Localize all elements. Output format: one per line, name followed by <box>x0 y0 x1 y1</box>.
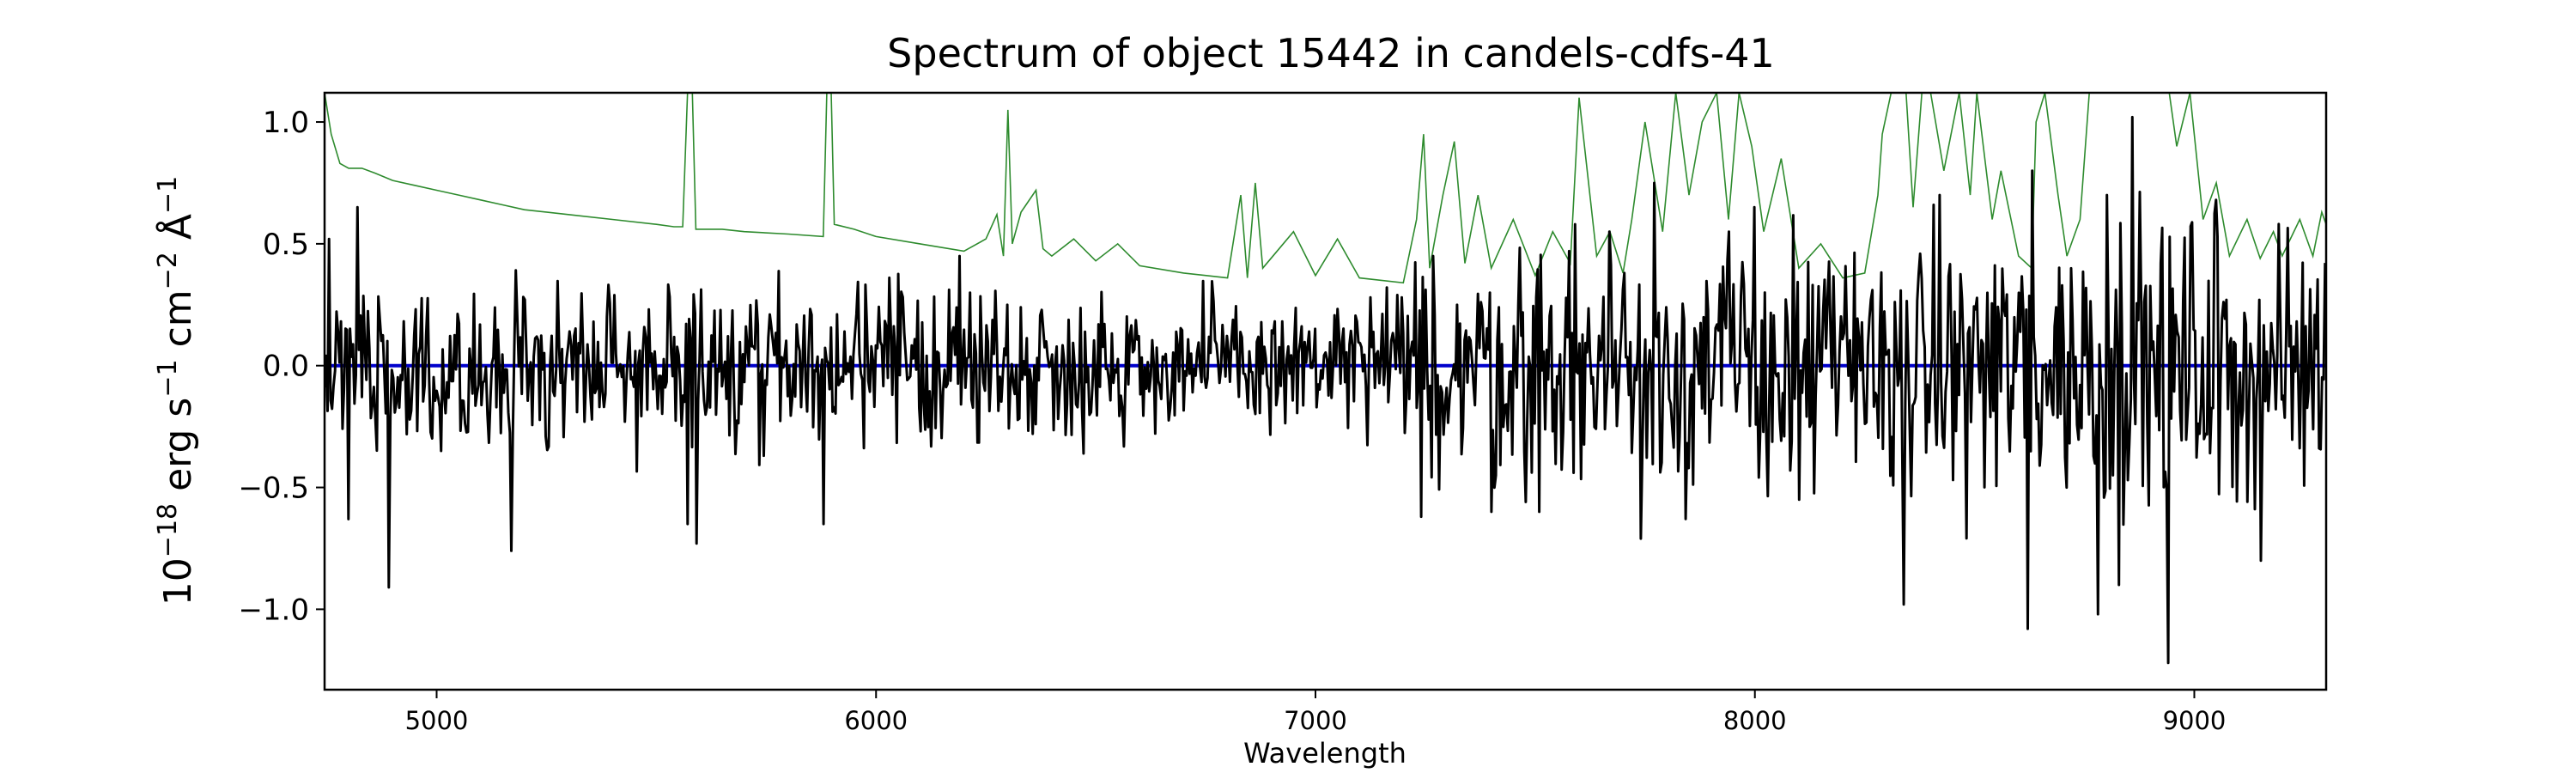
y-axis-label-part1: erg s <box>156 398 200 503</box>
y-tick-label: 0.5 <box>263 228 309 262</box>
x-tick-label: 7000 <box>1284 706 1347 735</box>
x-axis: 5000 6000 7000 8000 9000 <box>405 690 2227 735</box>
axes-frame <box>323 91 2328 691</box>
y-axis-label-exp2: −1 <box>153 359 183 397</box>
y-axis-label-exp4: −1 <box>153 176 183 214</box>
y-axis-label-part2: cm <box>156 289 200 359</box>
flux-spectrum-line <box>325 115 2326 665</box>
x-tick-label: 5000 <box>405 706 469 735</box>
chart-title: Spectrum of object 15442 in candels-cdfs… <box>887 30 1775 76</box>
x-tick-label: 9000 <box>2163 706 2227 735</box>
y-tick-label: 0.0 <box>263 350 309 384</box>
x-axis-label: Wavelength <box>1243 737 1406 770</box>
y-axis-label-part3: Å <box>155 214 200 252</box>
plot-area <box>325 93 2326 665</box>
y-tick-label: −0.5 <box>238 472 309 506</box>
x-tick-label: 6000 <box>844 706 908 735</box>
y-axis-label: 10−18 erg s−1 cm−2 Å−1 <box>153 176 200 606</box>
y-axis: −1.0 −0.5 0.0 0.5 1.0 <box>238 106 325 627</box>
y-axis-label-base: 10 <box>156 557 200 606</box>
error-spectrum-line <box>325 93 2326 284</box>
y-tick-label: −1.0 <box>238 593 309 627</box>
y-tick-label: 1.0 <box>263 106 309 140</box>
y-axis-label-exp3: −2 <box>153 252 183 289</box>
x-tick-label: 8000 <box>1723 706 1787 735</box>
y-axis-label-exp1: −18 <box>153 503 183 557</box>
